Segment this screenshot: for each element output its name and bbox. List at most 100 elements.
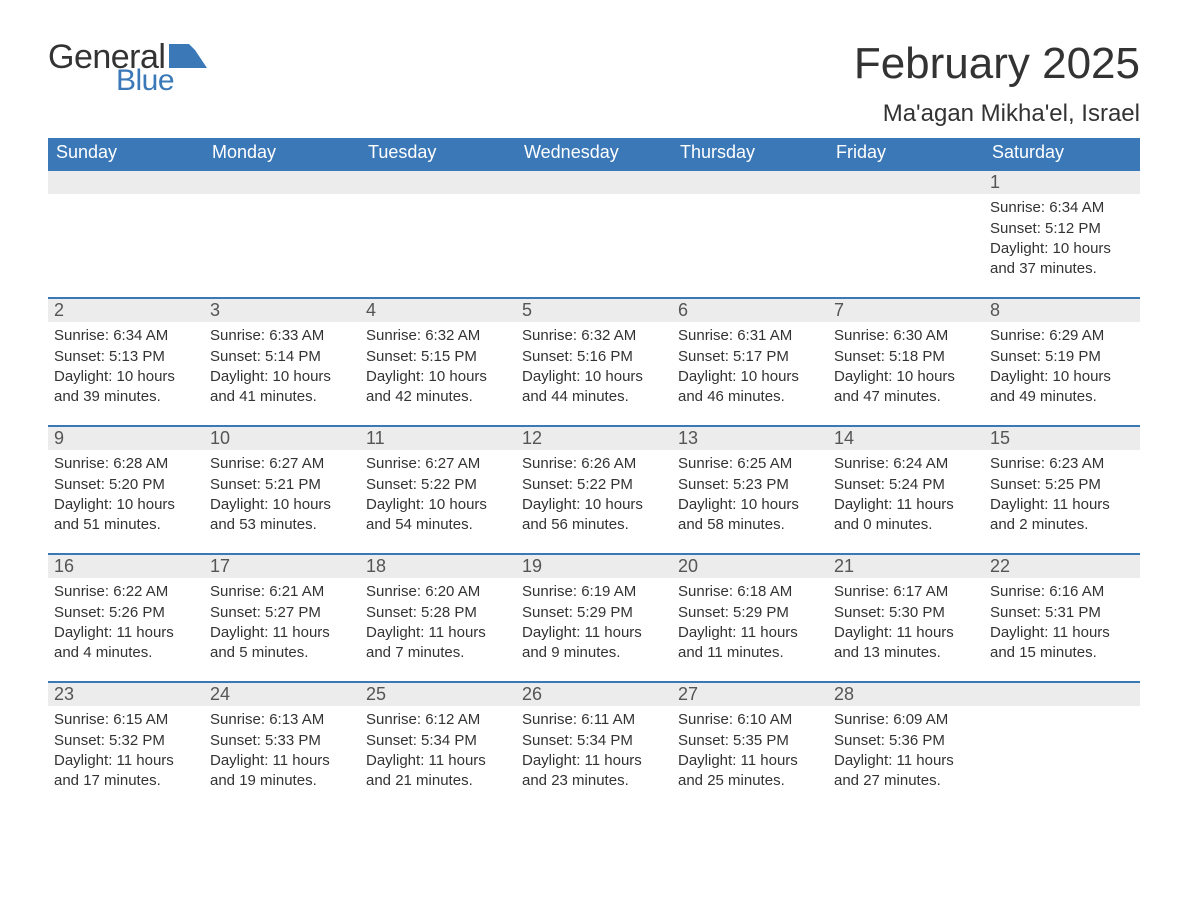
day-number: 10 [204, 425, 360, 450]
sunrise-text: Sunrise: 6:29 AM [990, 326, 1134, 346]
day-number: 15 [984, 425, 1140, 450]
day-details: Sunrise: 6:25 AMSunset: 5:23 PMDaylight:… [672, 450, 828, 539]
daylight1-text: Daylight: 10 hours [678, 367, 822, 387]
sunrise-text: Sunrise: 6:17 AM [834, 582, 978, 602]
calendar-cell: 26Sunrise: 6:11 AMSunset: 5:34 PMDayligh… [516, 681, 672, 809]
calendar-week-row: 1Sunrise: 6:34 AMSunset: 5:12 PMDaylight… [48, 169, 1140, 297]
sunset-text: Sunset: 5:16 PM [522, 347, 666, 367]
sunset-text: Sunset: 5:31 PM [990, 603, 1134, 623]
day-number: 13 [672, 425, 828, 450]
day-details: Sunrise: 6:30 AMSunset: 5:18 PMDaylight:… [828, 322, 984, 411]
daylight2-text: and 27 minutes. [834, 771, 978, 791]
calendar-table: Sunday Monday Tuesday Wednesday Thursday… [48, 138, 1140, 809]
daylight1-text: Daylight: 11 hours [522, 623, 666, 643]
daylight2-text: and 17 minutes. [54, 771, 198, 791]
calendar-cell: 19 Sunrise: 6:19 AMSunset: 5:29 PMDayligh… [516, 553, 672, 681]
daylight2-text: and 39 minutes. [54, 387, 198, 407]
day-details: Sunrise: 6:12 AMSunset: 5:34 PMDaylight:… [360, 706, 516, 795]
calendar-body: 1Sunrise: 6:34 AMSunset: 5:12 PMDaylight… [48, 169, 1140, 809]
day-details: Sunrise: 6:23 AMSunset: 5:25 PMDaylight:… [984, 450, 1140, 539]
day-details: Sunrise: 6:27 AMSunset: 5:21 PMDaylight:… [204, 450, 360, 539]
sunrise-text: Sunrise: 6:15 AM [54, 710, 198, 730]
sunset-text: Sunset: 5:22 PM [366, 475, 510, 495]
calendar-head: Sunday Monday Tuesday Wednesday Thursday… [48, 138, 1140, 169]
day-number: 14 [828, 425, 984, 450]
col-tuesday: Tuesday [360, 138, 516, 169]
col-friday: Friday [828, 138, 984, 169]
calendar-cell: 23Sunrise: 6:15 AMSunset: 5:32 PMDayligh… [48, 681, 204, 809]
col-monday: Monday [204, 138, 360, 169]
sunset-text: Sunset: 5:13 PM [54, 347, 198, 367]
daylight2-text: and 5 minutes. [210, 643, 354, 663]
daylight1-text: Daylight: 11 hours [990, 495, 1134, 515]
day-number: 16 [48, 553, 204, 578]
sunset-text: Sunset: 5:21 PM [210, 475, 354, 495]
daylight1-text: Daylight: 10 hours [366, 495, 510, 515]
daylight2-text: and 9 minutes. [522, 643, 666, 663]
day-details [828, 194, 984, 202]
daylight1-text: Daylight: 10 hours [522, 495, 666, 515]
daylight1-text: Daylight: 11 hours [522, 751, 666, 771]
sunrise-text: Sunrise: 6:32 AM [366, 326, 510, 346]
daylight2-text: and 0 minutes. [834, 515, 978, 535]
calendar-cell: 25Sunrise: 6:12 AMSunset: 5:34 PMDayligh… [360, 681, 516, 809]
sunrise-text: Sunrise: 6:10 AM [678, 710, 822, 730]
sunrise-text: Sunrise: 6:32 AM [522, 326, 666, 346]
day-number: 11 [360, 425, 516, 450]
calendar-cell: 1Sunrise: 6:34 AMSunset: 5:12 PMDaylight… [984, 169, 1140, 297]
daylight2-text: and 19 minutes. [210, 771, 354, 791]
col-thursday: Thursday [672, 138, 828, 169]
sunset-text: Sunset: 5:22 PM [522, 475, 666, 495]
sunrise-text: Sunrise: 6:28 AM [54, 454, 198, 474]
day-details: Sunrise: 6:33 AMSunset: 5:14 PMDaylight:… [204, 322, 360, 411]
page-title: February 2025 [854, 40, 1140, 88]
calendar-week-row: 9Sunrise: 6:28 AMSunset: 5:20 PMDaylight… [48, 425, 1140, 553]
daylight1-text: Daylight: 10 hours [54, 367, 198, 387]
daylight1-text: Daylight: 11 hours [678, 623, 822, 643]
day-number: 21 [828, 553, 984, 578]
sunset-text: Sunset: 5:29 PM [678, 603, 822, 623]
daylight1-text: Daylight: 10 hours [366, 367, 510, 387]
sunrise-text: Sunrise: 6:09 AM [834, 710, 978, 730]
sunset-text: Sunset: 5:29 PM [522, 603, 666, 623]
day-number [828, 169, 984, 194]
day-details [48, 194, 204, 202]
day-number: 19 [516, 553, 672, 578]
sunset-text: Sunset: 5:14 PM [210, 347, 354, 367]
logo: General Blue [48, 40, 207, 96]
sunrise-text: Sunrise: 6:19 AM [522, 582, 666, 602]
day-details: Sunrise: 6:24 AMSunset: 5:24 PMDaylight:… [828, 450, 984, 539]
logo-text-blue: Blue [116, 66, 174, 96]
daylight1-text: Daylight: 10 hours [522, 367, 666, 387]
daylight2-text: and 11 minutes. [678, 643, 822, 663]
sunset-text: Sunset: 5:33 PM [210, 731, 354, 751]
day-details: Sunrise: 6:16 AMSunset: 5:31 PMDaylight:… [984, 578, 1140, 667]
calendar-cell: 10Sunrise: 6:27 AMSunset: 5:21 PMDayligh… [204, 425, 360, 553]
daylight2-text: and 23 minutes. [522, 771, 666, 791]
sunset-text: Sunset: 5:32 PM [54, 731, 198, 751]
sunset-text: Sunset: 5:15 PM [366, 347, 510, 367]
sunset-text: Sunset: 5:27 PM [210, 603, 354, 623]
sunrise-text: Sunrise: 6:26 AM [522, 454, 666, 474]
day-details: Sunrise: 6:13 AMSunset: 5:33 PMDaylight:… [204, 706, 360, 795]
day-details: Sunrise: 6:15 AMSunset: 5:32 PMDaylight:… [48, 706, 204, 795]
sunset-text: Sunset: 5:34 PM [522, 731, 666, 751]
col-wednesday: Wednesday [516, 138, 672, 169]
sunrise-text: Sunrise: 6:20 AM [366, 582, 510, 602]
title-block: February 2025 Ma'agan Mikha'el, Israel [854, 40, 1140, 128]
daylight1-text: Daylight: 11 hours [834, 495, 978, 515]
daylight1-text: Daylight: 10 hours [54, 495, 198, 515]
calendar-cell: 6Sunrise: 6:31 AMSunset: 5:17 PMDaylight… [672, 297, 828, 425]
daylight2-text: and 21 minutes. [366, 771, 510, 791]
daylight1-text: Daylight: 11 hours [834, 751, 978, 771]
day-number [48, 169, 204, 194]
daylight2-text: and 41 minutes. [210, 387, 354, 407]
day-number: 23 [48, 681, 204, 706]
day-number: 1 [984, 169, 1140, 194]
calendar-cell: 15Sunrise: 6:23 AMSunset: 5:25 PMDayligh… [984, 425, 1140, 553]
daylight2-text: and 4 minutes. [54, 643, 198, 663]
sunrise-text: Sunrise: 6:31 AM [678, 326, 822, 346]
sunrise-text: Sunrise: 6:22 AM [54, 582, 198, 602]
day-details: Sunrise: 6:20 AMSunset: 5:28 PMDaylight:… [360, 578, 516, 667]
daylight1-text: Daylight: 10 hours [834, 367, 978, 387]
